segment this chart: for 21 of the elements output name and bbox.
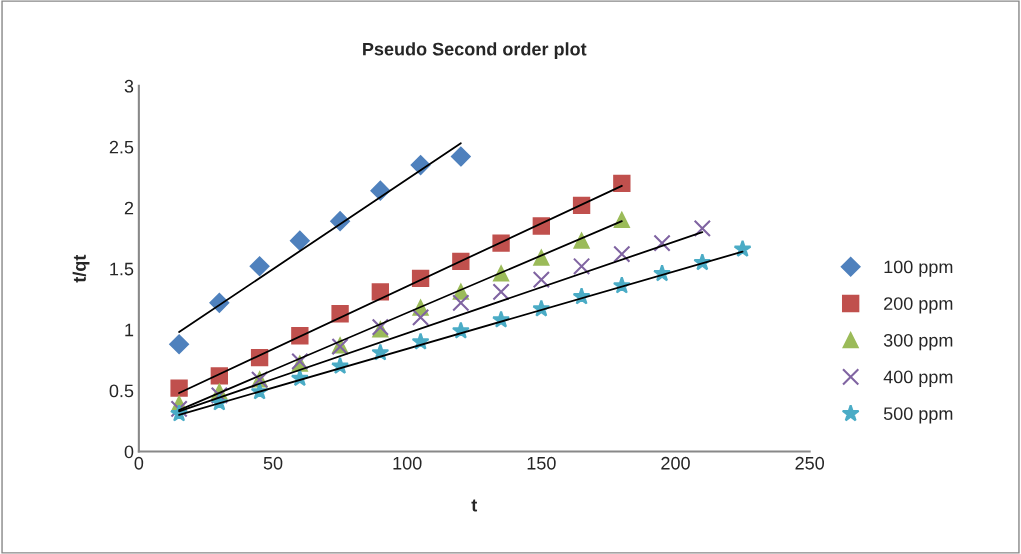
x-tick-label: 0 (134, 456, 144, 470)
x-tick-label: 100 (393, 456, 422, 470)
y-axis-title: t/qt (72, 254, 90, 283)
y-tick-label: 1 (125, 323, 134, 337)
x-tick-label: 50 (263, 456, 283, 470)
y-tick-label: 3 (124, 79, 134, 93)
chart-title: Pseudo Second order plot (363, 42, 587, 60)
x-tick-label: 200 (661, 456, 690, 470)
legend-label: 100 ppm (884, 260, 953, 277)
legend-label: 300 ppm (883, 333, 953, 351)
y-tick-label: 2 (124, 201, 134, 215)
legend-label: 200 ppm (884, 297, 953, 314)
legend-label: 400 ppm (883, 370, 953, 387)
x-tick-label: 250 (795, 456, 825, 470)
y-tick-label: 0.5 (109, 384, 134, 398)
y-tick-label: 1.5 (110, 262, 134, 276)
y-tick-label: 0 (124, 445, 134, 459)
x-axis-title: t (471, 499, 478, 512)
x-tick-label: 150 (527, 456, 556, 470)
legend-label: 500 ppm (883, 407, 953, 424)
y-tick-label: 2.5 (109, 140, 134, 154)
